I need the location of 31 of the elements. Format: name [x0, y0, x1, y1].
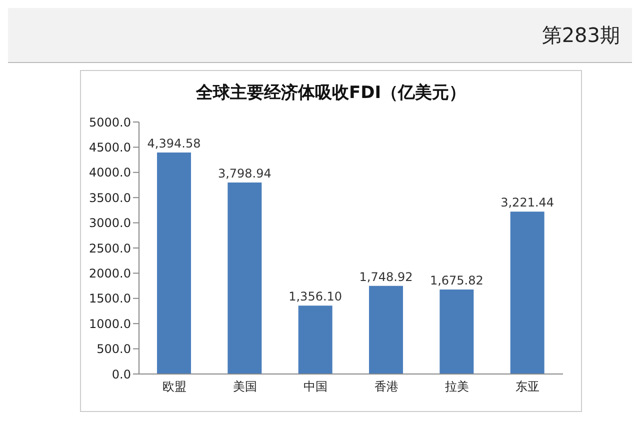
bar: [440, 290, 474, 374]
bar: [228, 182, 262, 374]
x-tick-label: 东亚: [516, 380, 540, 394]
x-tick-label: 欧盟: [162, 380, 186, 394]
y-tick-label: 4000.0: [89, 166, 131, 180]
y-tick-label: 1000.0: [89, 316, 131, 331]
y-tick-label: 1500.0: [89, 292, 131, 306]
data-label: 3,221.44: [500, 196, 554, 210]
data-label: 1,748.92: [359, 270, 413, 284]
x-tick-label: 美国: [233, 380, 257, 394]
x-tick-label: 中国: [304, 380, 328, 394]
y-tick-label: 3500.0: [89, 190, 131, 205]
bar: [510, 212, 544, 374]
data-label: 4,394.58: [147, 136, 201, 151]
y-tick-label: 2000.0: [89, 266, 131, 280]
bar: [157, 152, 191, 374]
y-tick-label: 2500.0: [89, 241, 131, 256]
y-tick-label: 500.0: [96, 342, 131, 356]
y-tick-label: 4500.0: [89, 140, 131, 154]
x-tick-label: 拉美: [445, 380, 469, 394]
data-label: 1,356.10: [288, 290, 342, 304]
chart-title: 全球主要经济体吸收FDI（亿美元）: [194, 82, 468, 104]
text: 第283期: [542, 22, 620, 49]
y-tick-label: 5000.0: [89, 115, 131, 130]
x-tick-label: 香港: [374, 380, 398, 394]
y-tick-label: 3000.0: [89, 216, 131, 230]
data-label: 3,798.94: [218, 166, 272, 181]
bar: [298, 306, 332, 374]
y-tick-label: 0.0: [112, 367, 131, 382]
data-label: 1,675.82: [430, 274, 484, 288]
bar: [369, 286, 403, 374]
